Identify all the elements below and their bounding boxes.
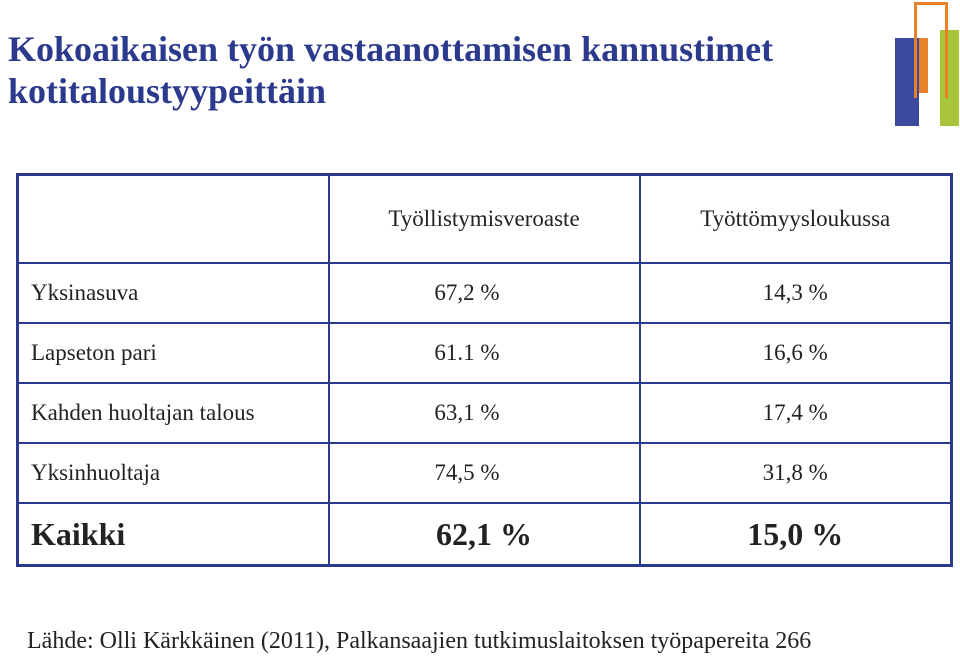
slide-title: Kokoaikaisen työn vastaanottamisen kannu…	[8, 28, 773, 112]
row-tyottomyysloukussa: 31,8 %	[638, 442, 953, 504]
table-header-row: Työllistymisveroaste Työttömyysloukussa	[16, 173, 953, 264]
row-tyollistymisveroaste: 67,2 %	[327, 262, 641, 324]
title-line-2: kotitaloustyypeittäin	[8, 71, 327, 111]
row-label: Yksinhuoltaja	[16, 442, 330, 504]
table-row: Kahden huoltajan talous 63,1 % 17,4 %	[16, 382, 953, 444]
header-tyollistymisveroaste: Työllistymisveroaste	[327, 173, 641, 264]
row-tyollistymisveroaste: 61.1 %	[327, 322, 641, 384]
row-tyollistymisveroaste: 74,5 %	[327, 442, 641, 504]
row-tyottomyysloukussa: 17,4 %	[638, 382, 953, 444]
organization-logo-icon	[895, 2, 959, 126]
total-label: Kaikki	[16, 502, 330, 567]
header-empty-cell	[16, 173, 330, 264]
row-tyollistymisveroaste: 63,1 %	[327, 382, 641, 444]
table-row: Lapseton pari 61.1 % 16,6 %	[16, 322, 953, 384]
row-label: Yksinasuva	[16, 262, 330, 324]
row-tyottomyysloukussa: 16,6 %	[638, 322, 953, 384]
total-tyottomyysloukussa: 15,0 %	[638, 502, 953, 567]
title-line-1: Kokoaikaisen työn vastaanottamisen kannu…	[8, 29, 774, 69]
header-tyottomyysloukussa: Työttömyysloukussa	[638, 173, 953, 264]
row-tyottomyysloukussa: 14,3 %	[638, 262, 953, 324]
table-row: Yksinhuoltaja 74,5 % 31,8 %	[16, 442, 953, 504]
row-label: Lapseton pari	[16, 322, 330, 384]
table-total-row: Kaikki 62,1 % 15,0 %	[16, 502, 953, 567]
source-citation: Lähde: Olli Kärkkäinen (2011), Palkansaa…	[27, 628, 812, 654]
total-tyollistymisveroaste: 62,1 %	[327, 502, 641, 567]
incentives-table: Työllistymisveroaste Työttömyysloukussa …	[16, 173, 953, 567]
table-row: Yksinasuva 67,2 % 14,3 %	[16, 262, 953, 324]
row-label: Kahden huoltajan talous	[16, 382, 330, 444]
